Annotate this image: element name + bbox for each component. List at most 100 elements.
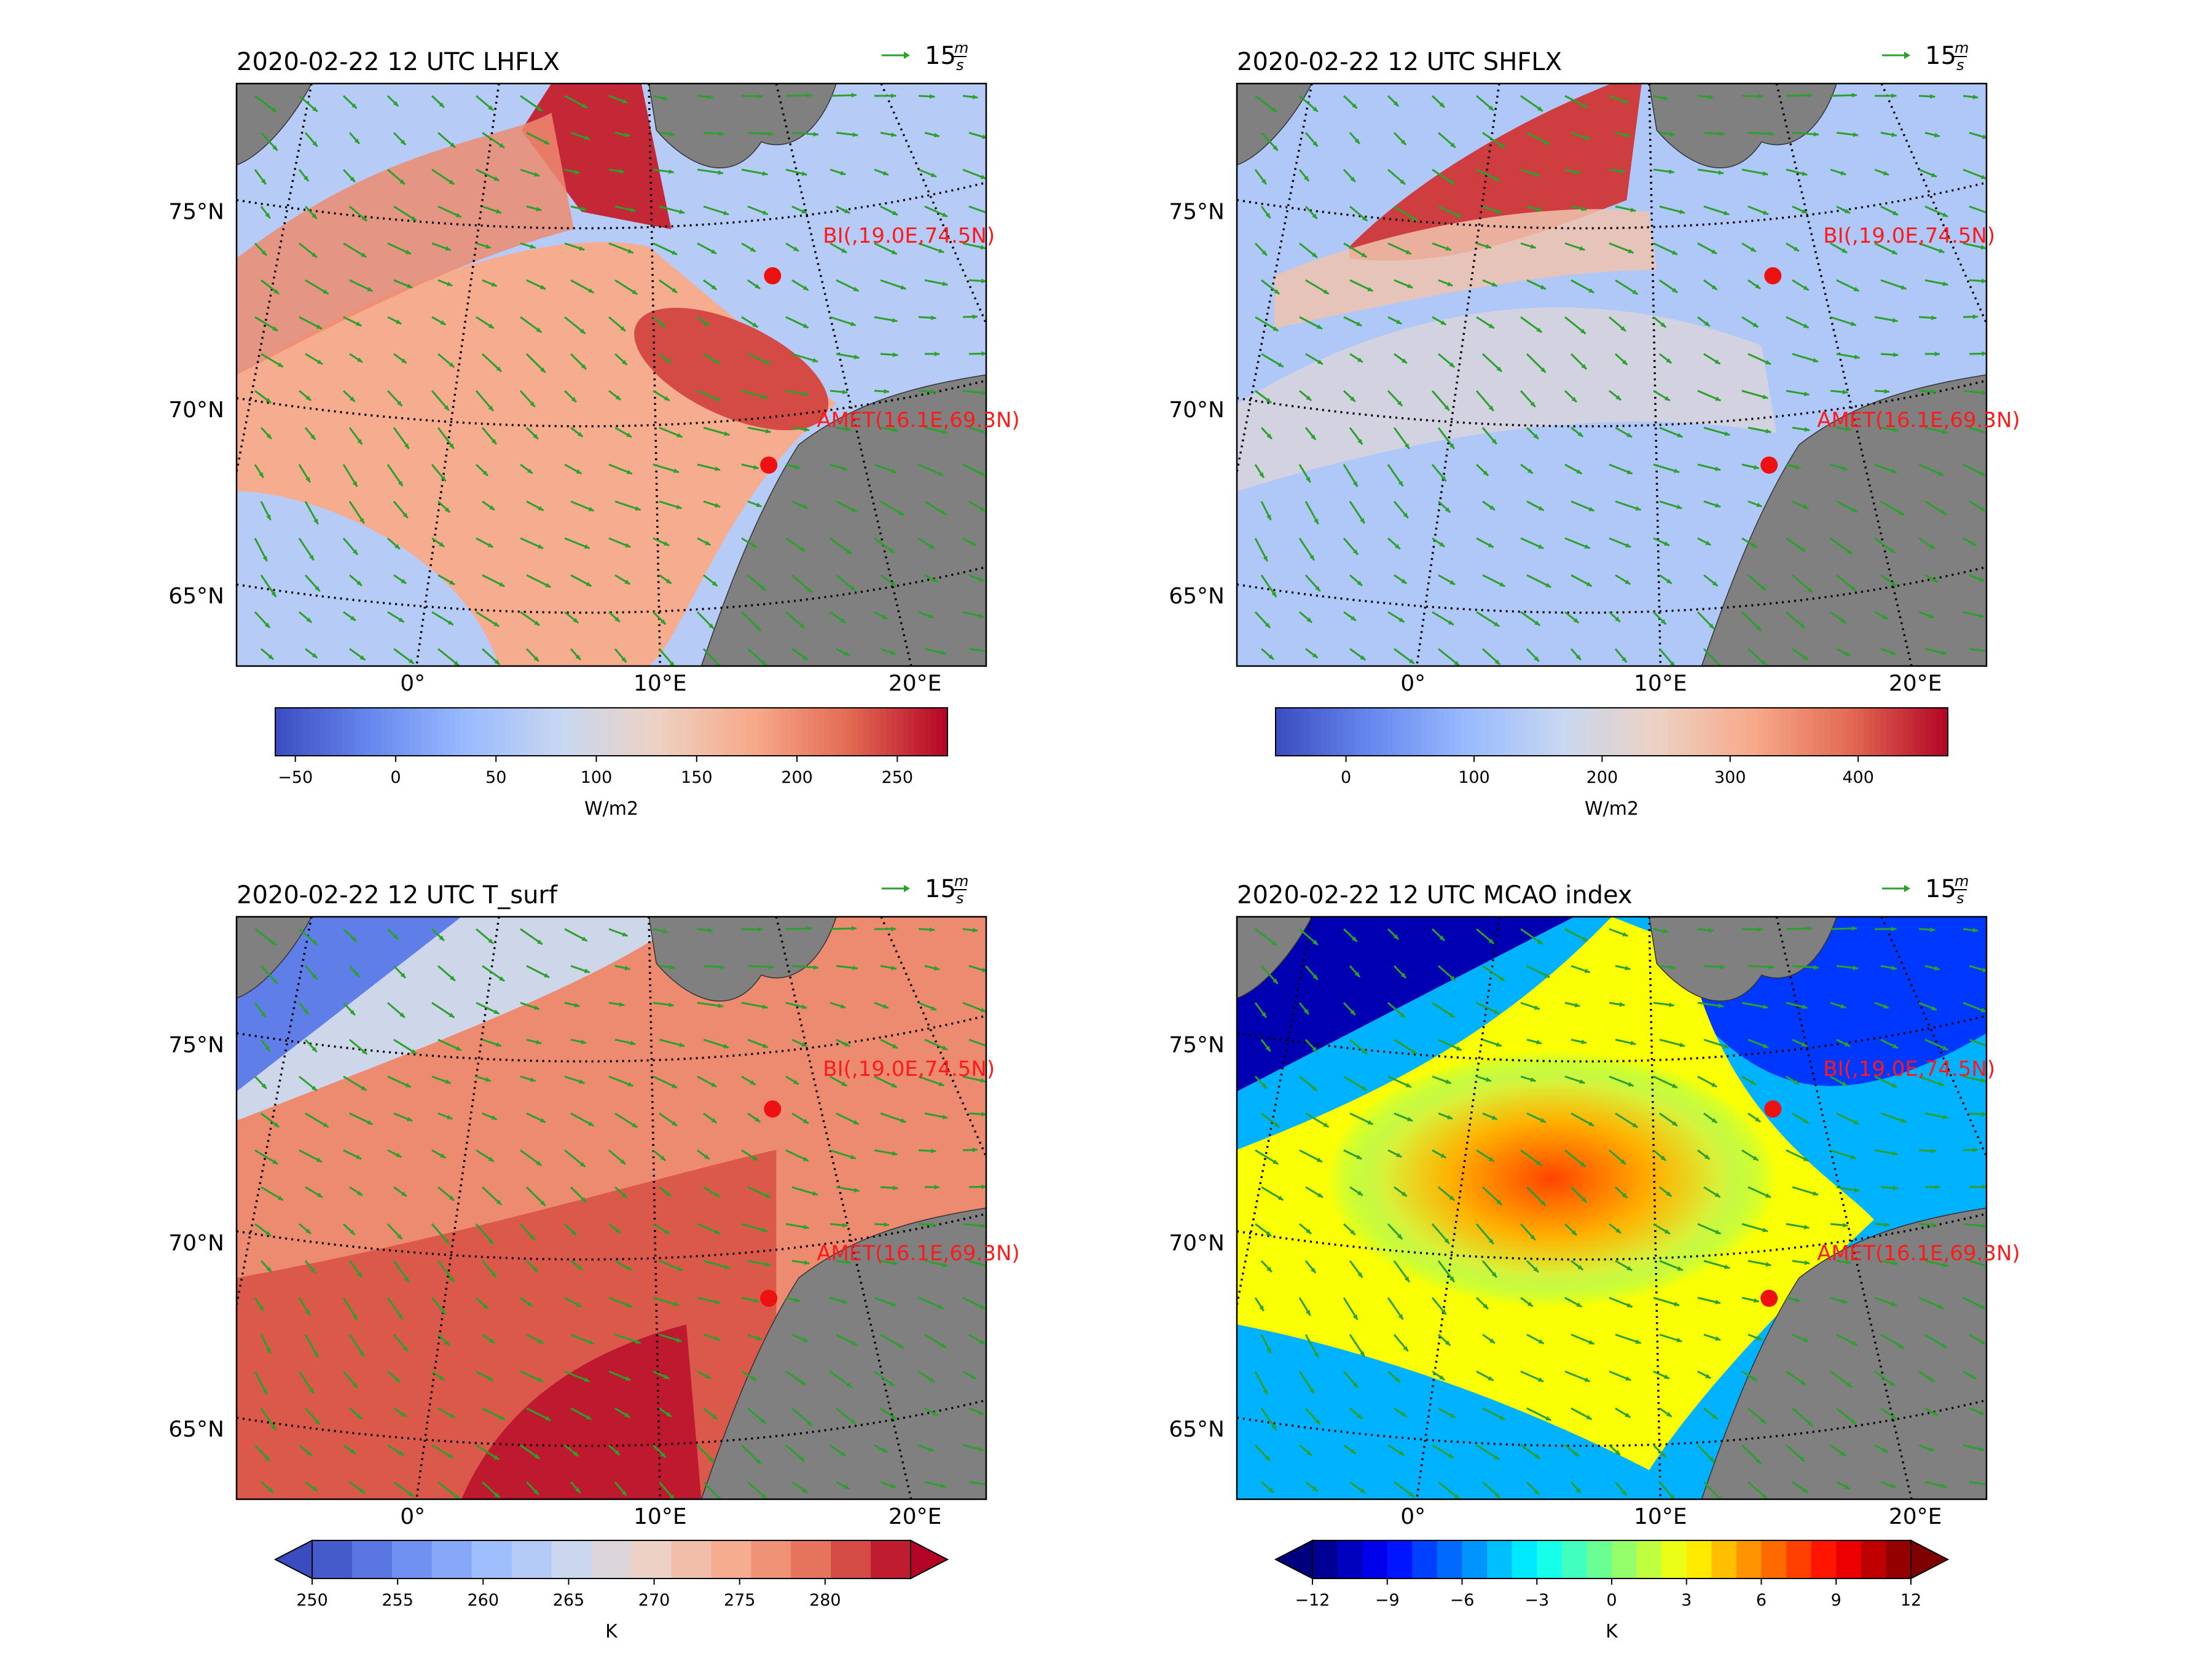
wind-arrowhead xyxy=(1268,654,1274,660)
wind-arrowhead xyxy=(990,649,995,654)
wind-arrowhead xyxy=(1660,619,1666,625)
parallel-line xyxy=(1237,1399,1986,1447)
wind-arrowhead xyxy=(1842,1223,1848,1228)
wind-arrowhead xyxy=(632,289,638,294)
colorbar-extend-low xyxy=(1274,1539,1313,1580)
wind-arrowhead xyxy=(1439,541,1445,547)
wind-arrowhead xyxy=(312,1085,317,1091)
wind-arrowhead xyxy=(359,1351,364,1357)
wind-arrowhead xyxy=(840,1003,846,1009)
colorbar-segment xyxy=(796,708,802,756)
meridian-line xyxy=(1880,84,1986,326)
colorbar-segment xyxy=(1516,708,1523,756)
wind-arrowhead xyxy=(1449,1413,1456,1418)
wind-arrowhead xyxy=(1538,1377,1544,1382)
wind-arrowhead xyxy=(1579,246,1585,251)
wind-arrowhead xyxy=(579,1161,586,1167)
wind-arrowhead xyxy=(755,1459,761,1464)
wind-arrowhead xyxy=(1356,321,1362,326)
wind-arrowhead xyxy=(1314,1352,1319,1358)
wind-arrowhead xyxy=(979,506,986,512)
wind-arrowhead xyxy=(1807,587,1813,593)
colorbar-segment xyxy=(639,708,646,756)
wind-arrowhead xyxy=(890,1301,896,1306)
wind-arrowhead xyxy=(615,395,621,401)
colorbar-segment xyxy=(1539,708,1545,756)
wind-arrowhead xyxy=(268,654,274,660)
wind-arrowhead xyxy=(1938,1304,1944,1309)
colorbar-tick-label: −50 xyxy=(278,768,313,787)
wind-arrowhead xyxy=(1669,1494,1675,1499)
meridian-line xyxy=(1237,917,1313,1311)
wind-arrow xyxy=(968,1038,986,1047)
wind-arrowhead xyxy=(449,1413,455,1418)
meridian-line xyxy=(1237,84,1313,478)
wind-arrowhead xyxy=(812,358,818,363)
wind-arrowhead xyxy=(261,250,267,256)
colorbar-segment xyxy=(1656,708,1663,756)
station-label: AMET(16.1E,69.3N) xyxy=(1817,408,2020,433)
wind-arrowhead xyxy=(801,209,807,214)
wind-arrowhead xyxy=(1496,1042,1502,1047)
wind-arrowhead xyxy=(450,975,455,981)
wind-arrowhead xyxy=(444,1238,449,1244)
wind-arrowhead xyxy=(1853,1120,1859,1124)
wind-arrowhead xyxy=(439,1375,445,1380)
wind-arrowhead xyxy=(439,935,444,941)
wind-arrowhead xyxy=(1850,586,1856,591)
wind-arrowhead xyxy=(769,131,774,136)
wind-arrowhead xyxy=(453,661,460,666)
wind-arrowhead xyxy=(533,172,539,177)
wind-arrowhead xyxy=(841,1081,847,1086)
wind-arrowhead xyxy=(1762,171,1768,176)
wind-arrowhead xyxy=(1445,246,1451,251)
colorbar-segment xyxy=(398,708,405,756)
wind-arrowhead xyxy=(672,1121,678,1126)
wind-arrowhead xyxy=(769,964,774,970)
wind-arrowhead xyxy=(499,582,505,587)
wind-arrowhead xyxy=(624,1413,630,1418)
colorbar-segment xyxy=(1415,708,1422,756)
wind-arrowhead xyxy=(1405,249,1411,254)
wind-arrow xyxy=(968,205,986,214)
colorbar-segment xyxy=(896,708,903,756)
wind-arrowhead xyxy=(1971,541,1977,546)
wind-arrowhead xyxy=(1489,1338,1495,1344)
colorbar-segment xyxy=(1362,1540,1388,1579)
wind-arrowhead xyxy=(1626,1266,1633,1271)
land-greenland xyxy=(237,84,312,166)
wind-arrowhead xyxy=(972,314,978,320)
colorbar-segment xyxy=(662,708,668,756)
land-greenland xyxy=(237,917,312,999)
wind-arrowhead xyxy=(259,472,264,478)
wind-arrowhead xyxy=(1619,1002,1625,1007)
colorbar-segment xyxy=(511,1540,552,1579)
colorbar-frame xyxy=(275,707,948,756)
colorbar-segment xyxy=(320,708,326,756)
wind-arrowhead xyxy=(1450,975,1456,981)
wind-arrowhead xyxy=(892,427,898,433)
wind-arrowhead xyxy=(1755,1459,1762,1464)
wind-arrowhead xyxy=(765,359,771,364)
wind-arrowhead xyxy=(981,351,986,356)
flux-core-south xyxy=(634,307,829,431)
colorbar-tick-label: 255 xyxy=(382,1591,414,1610)
wind-arrowhead xyxy=(933,966,939,971)
wind-arrowhead xyxy=(1664,1374,1670,1379)
wind-arrowhead xyxy=(444,1340,450,1346)
wind-arrowhead xyxy=(627,1081,633,1087)
wind-arrowhead xyxy=(1769,964,1775,970)
wind-arrowhead xyxy=(845,1260,851,1265)
wind-arrowhead xyxy=(1751,1376,1757,1381)
wind-arrowhead xyxy=(1527,468,1533,474)
land-svalbard xyxy=(648,84,837,168)
wind-arrowhead xyxy=(1934,966,1940,971)
wind-arrowhead xyxy=(540,367,546,373)
wind-arrowhead xyxy=(579,1079,585,1084)
wind-arrowhead xyxy=(1891,1083,1897,1088)
wind-arrowhead xyxy=(1844,1041,1850,1046)
colorbar-segment xyxy=(1462,1540,1488,1579)
wind-arrowhead xyxy=(942,281,948,286)
wind-arrowhead xyxy=(1312,1085,1317,1091)
wind-arrowhead xyxy=(1527,1301,1533,1307)
